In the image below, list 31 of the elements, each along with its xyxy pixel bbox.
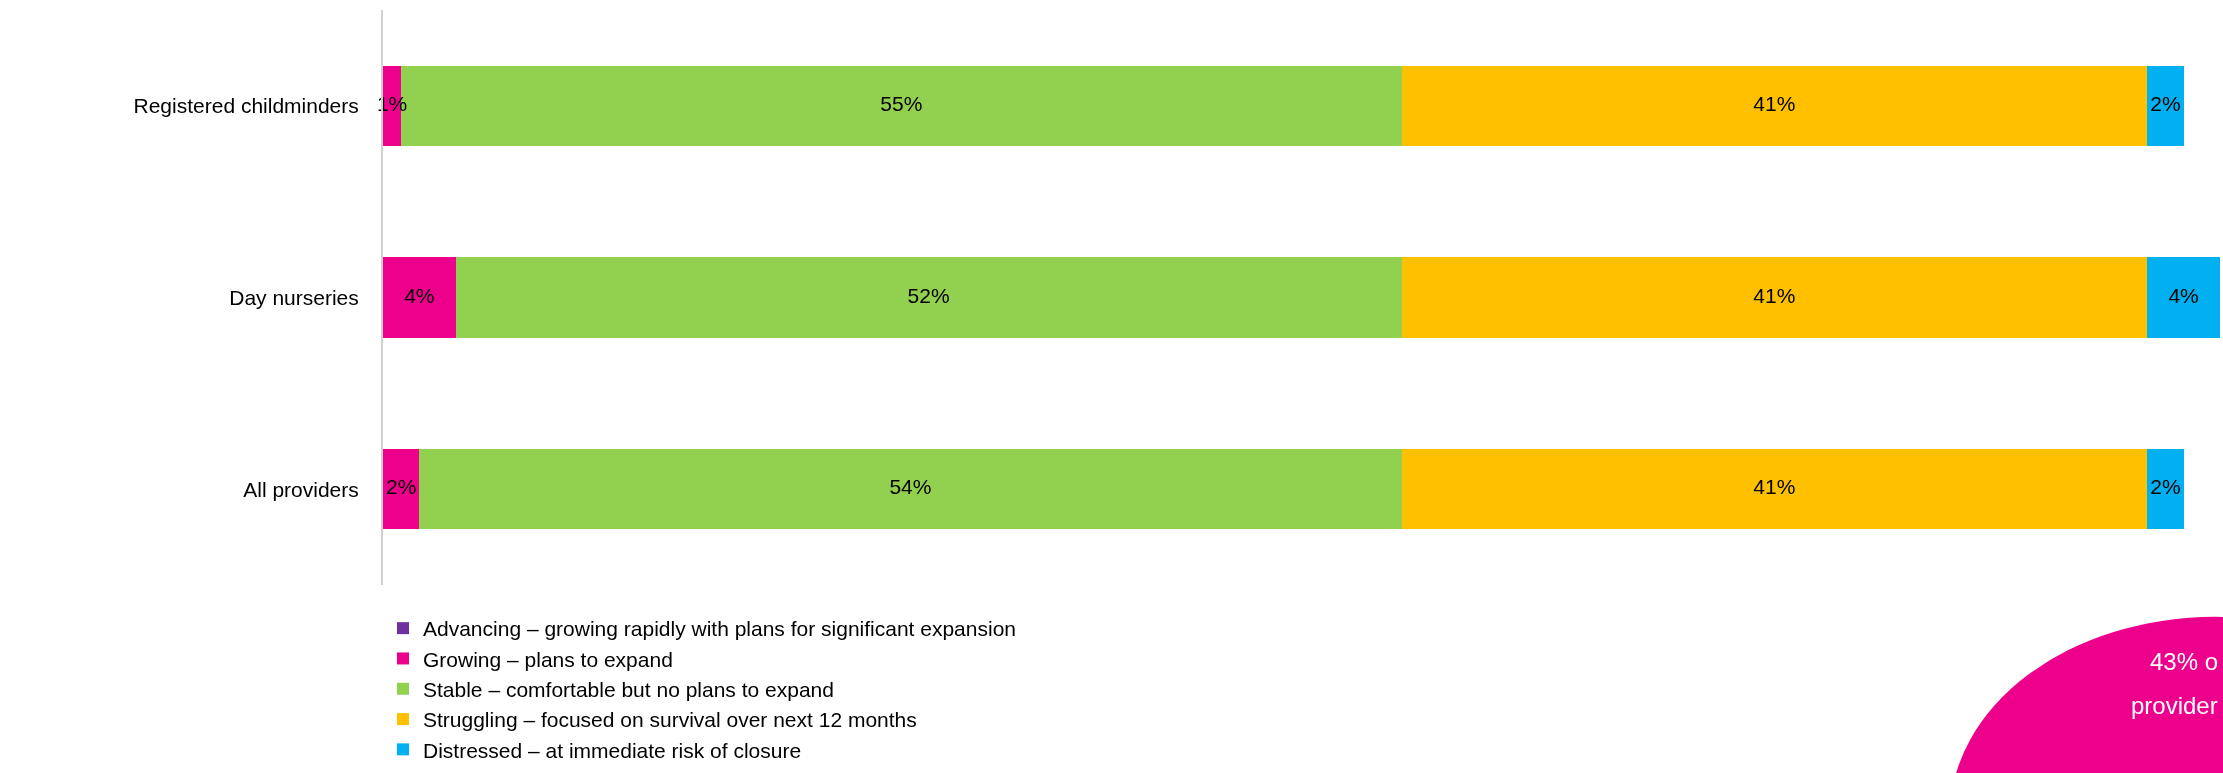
y-tick-label: Registered childminders <box>133 94 359 118</box>
data-label: 4% <box>2168 283 2199 307</box>
data-label: 54% <box>889 475 932 499</box>
y-tick-label: Day nurseries <box>229 285 359 309</box>
data-label: 2% <box>386 475 417 499</box>
bar <box>455 257 1402 338</box>
legend-label: Advancing – growing rapidly with plans for significant expansion <box>423 617 1017 641</box>
text: 43% o <box>2150 648 2219 675</box>
bar <box>2147 257 2220 338</box>
data-label: 2% <box>2150 475 2181 499</box>
data-label: 2% <box>2150 92 2181 116</box>
bar <box>1401 257 2148 338</box>
data-label: 41% <box>1753 283 1796 307</box>
bar <box>1401 448 2148 530</box>
y-tick-label: All providers <box>243 477 359 501</box>
bar <box>383 448 420 530</box>
legend-label: Stable – comfortable but no plans to expand <box>423 677 834 701</box>
bar <box>2147 65 2184 147</box>
data-label: 55% <box>880 92 923 116</box>
legend-label: Struggling – focused on survival over next 12 months <box>423 708 917 732</box>
data-label: 4% <box>404 283 435 307</box>
legend-label: Growing – plans to expand <box>423 647 673 671</box>
data-label: 41% <box>1753 92 1796 116</box>
legend-label: Distressed – at immediate risk of closure <box>423 738 802 762</box>
bar <box>1401 65 2148 147</box>
data-label: 52% <box>907 283 950 307</box>
bar <box>383 257 456 338</box>
text: provider <box>2131 692 2218 719</box>
bar <box>419 448 1402 530</box>
data-label: 41% <box>1753 475 1796 499</box>
bar <box>2147 448 2184 530</box>
